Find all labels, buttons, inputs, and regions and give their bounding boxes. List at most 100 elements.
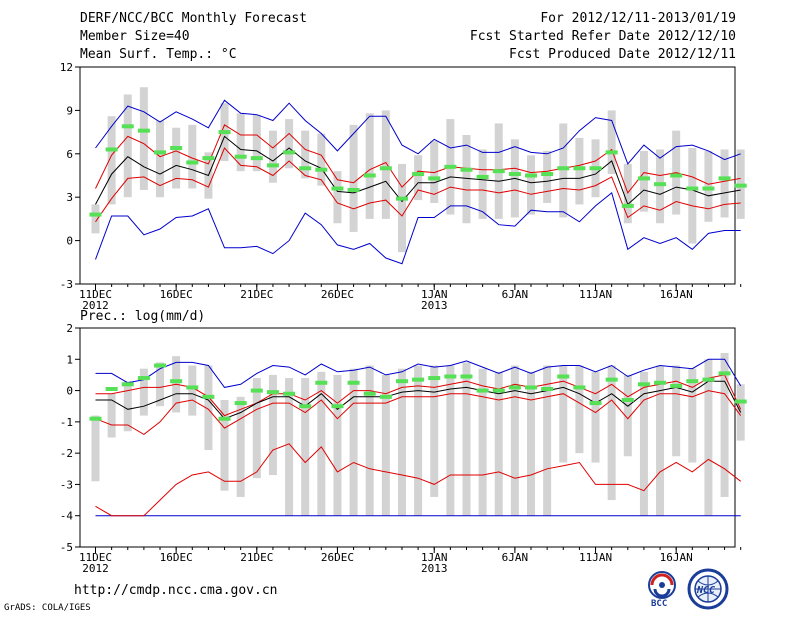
ensemble-box — [365, 113, 374, 219]
ensemble-median — [734, 399, 747, 404]
ensemble-box — [123, 94, 132, 198]
ensemble-median — [186, 160, 199, 165]
x-tick-year-label: 2013 — [421, 562, 448, 575]
ensemble-box — [156, 120, 165, 198]
ensemble-median — [412, 172, 425, 177]
ensemble-box — [220, 399, 229, 491]
ensemble-median — [283, 391, 296, 396]
y-tick-label: -5 — [60, 541, 73, 554]
plot-frame — [79, 327, 736, 548]
bcc-logo-text: BCC — [651, 599, 667, 608]
ensemble-median — [250, 156, 263, 161]
series-line-rim — [95, 390, 742, 436]
series-line-mean — [95, 135, 741, 206]
y-tick-label: 0 — [66, 385, 73, 398]
ensemble-median — [557, 374, 570, 379]
ensemble-median — [331, 186, 344, 191]
ensemble-median — [154, 363, 167, 368]
ensemble-box — [607, 110, 616, 175]
ensemble-median — [541, 387, 554, 392]
ensemble-box — [591, 371, 600, 463]
ensemble-box — [688, 368, 697, 463]
ensemble-median — [686, 186, 699, 191]
ensemble-box — [123, 381, 132, 432]
ensemble-median — [315, 167, 328, 172]
ensemble-median — [589, 166, 602, 171]
ensemble-box — [607, 365, 616, 501]
ensemble-median — [492, 388, 505, 393]
ensemble-box — [720, 353, 729, 497]
ensemble-box — [543, 365, 552, 516]
ncc-logo-text: NCC — [696, 585, 715, 596]
ensemble-median — [121, 382, 134, 387]
ensemble-box — [478, 149, 487, 219]
ensemble-median — [573, 166, 586, 171]
series-line-mean-std — [95, 147, 741, 223]
source-url[interactable]: http://cmdp.ncc.cma.gov.cn — [74, 583, 278, 598]
ensemble-median — [605, 377, 618, 382]
series-line-mean-std — [95, 124, 741, 194]
ensemble-median — [492, 169, 505, 174]
ensemble-median — [444, 374, 457, 379]
ensemble-median — [605, 150, 618, 155]
ensemble-box — [543, 150, 552, 203]
ensemble-box — [301, 130, 310, 179]
ensemble-box — [252, 114, 261, 172]
ensemble-median — [460, 167, 473, 172]
ensemble-box — [414, 155, 423, 201]
ensemble-median — [347, 187, 360, 192]
ensemble-box — [704, 150, 713, 222]
ensemble-box — [188, 365, 197, 416]
ensemble-box — [268, 374, 277, 476]
grads-credit: GrADS: COLA/IGES — [4, 603, 91, 613]
ensemble-median — [234, 154, 247, 159]
ensemble-median — [363, 173, 376, 178]
ensemble-median — [476, 174, 489, 179]
plot-frame — [79, 66, 736, 285]
ensemble-median — [170, 146, 183, 151]
ensemble-box — [430, 365, 439, 497]
ensemble-median — [476, 388, 489, 393]
ensemble-box — [91, 415, 100, 482]
ensemble-median — [702, 377, 715, 382]
ensemble-median — [299, 166, 312, 171]
ensemble-median — [331, 404, 344, 409]
ensemble-box — [510, 365, 519, 516]
ensemble-median — [702, 186, 715, 191]
ensemble-median — [89, 212, 102, 217]
series-line-min — [95, 99, 741, 165]
forecast-started-date: Fcst Started Refer Date 2012/12/10 — [469, 29, 736, 44]
ensemble-box — [301, 378, 310, 516]
member-size-label: Member Size=40 — [80, 29, 190, 44]
ensemble-box — [559, 123, 568, 218]
y-tick-label: 6 — [66, 148, 73, 161]
ensemble-median — [395, 379, 408, 384]
ensemble-median — [718, 371, 731, 376]
x-tick-label: 21DEC — [240, 551, 273, 564]
ensemble-median — [299, 404, 312, 409]
ensemble-box — [268, 130, 277, 183]
ensemble-median — [637, 176, 650, 181]
ensemble-median — [89, 416, 102, 421]
ensemble-median — [234, 401, 247, 406]
x-tick-label: 11DEC — [79, 551, 112, 564]
y-tick-label: -2 — [60, 447, 73, 460]
ensemble-median — [170, 379, 183, 384]
ensemble-box — [639, 371, 648, 516]
ensemble-median — [686, 379, 699, 384]
ensemble-median — [347, 380, 360, 385]
ensemble-median — [670, 383, 683, 388]
ensemble-box — [349, 368, 358, 516]
temperature-variable-label: Mean Surf. Temp.: °C — [80, 47, 237, 62]
x-tick-label: 16JAN — [660, 551, 693, 564]
ensemble-box — [317, 371, 326, 516]
ensemble-box — [139, 87, 148, 190]
ensemble-median — [508, 172, 521, 177]
ensemble-box — [139, 368, 148, 416]
x-tick-label: 11JAN — [579, 288, 612, 301]
ensemble-box — [333, 374, 342, 516]
ensemble-median — [412, 377, 425, 382]
